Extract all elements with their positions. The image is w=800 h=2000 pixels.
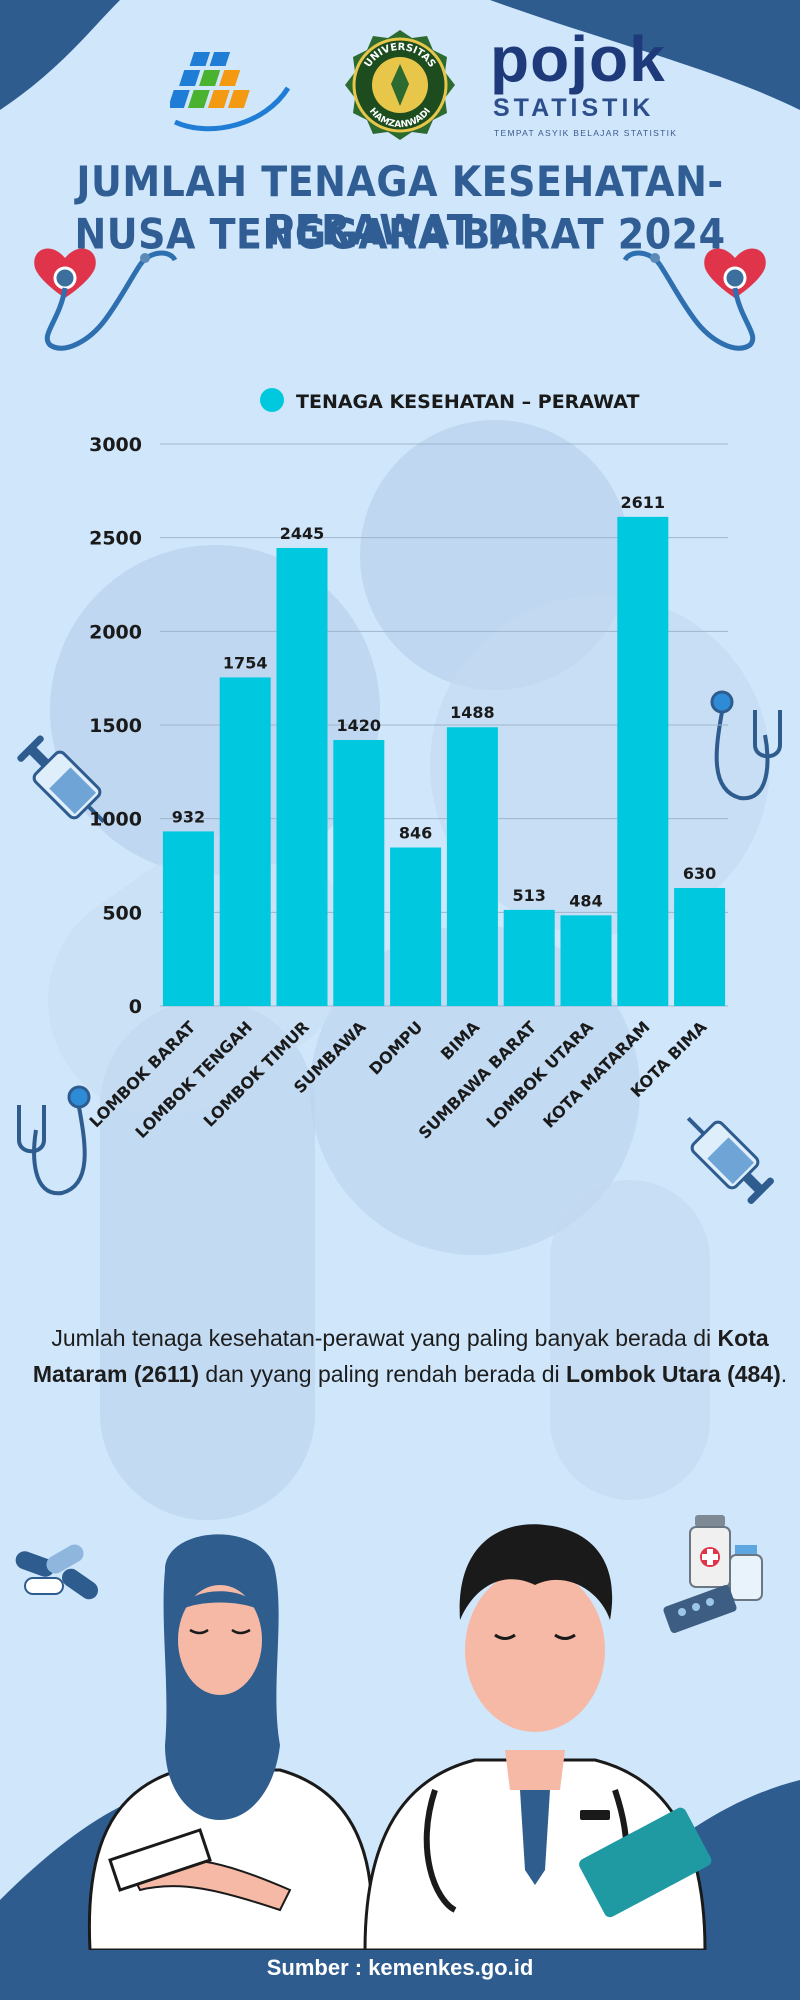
stethoscope-icon-left: [17, 1085, 91, 1196]
y-tick-label: 1500: [89, 715, 142, 737]
pills-icon: [15, 1544, 99, 1600]
bar-lombok-tengah: [219, 677, 271, 1006]
bar-chart: TENAGA KESEHATAN – PERAWAT 932 1754 2445 14…: [85, 388, 728, 1143]
x-tick-label: LOMBOK TIMUR: [200, 1017, 313, 1130]
summary-part-3: .: [780, 1361, 788, 1387]
summary-highlight-min: Lombok Utara (484): [566, 1361, 781, 1387]
bar-value-label: 1754: [223, 653, 268, 672]
page-title-line-2: NUSA TENGGARA BARAT 2024: [74, 209, 726, 259]
bar-value-label: 484: [569, 891, 602, 910]
bps-logo: [170, 52, 291, 132]
bar-lombok-timur: [276, 547, 328, 1006]
x-tick-label: LOMBOK BARAT: [85, 1017, 199, 1131]
y-tick-label: 3000: [89, 434, 142, 456]
bar-value-label: 846: [399, 824, 432, 843]
summary-text: Jumlah tenaga kesehatan-perawat yang pal…: [30, 1320, 790, 1392]
bar-bima: [446, 727, 498, 1006]
y-tick-label: 0: [129, 996, 142, 1018]
legend-marker: [260, 388, 284, 412]
bar-sumbawa: [333, 739, 385, 1006]
y-tick-label: 2000: [89, 621, 142, 643]
summary-part-2: dan yyang paling rendah berada di: [199, 1361, 567, 1387]
bar-value-label: 513: [512, 886, 545, 905]
stethoscope-icon-right: [710, 690, 782, 801]
bar-value-label: 2445: [280, 524, 325, 543]
bar-value-label: 630: [683, 864, 716, 883]
syringe-icon-right: [686, 1116, 774, 1204]
y-tick-label: 1000: [89, 809, 142, 831]
x-tick-label: LOMBOK UTARA: [483, 1017, 598, 1132]
university-seal-logo: UNIVERSITAS HAMZANWADI: [345, 30, 455, 140]
page-title-line-1: JUMLAH TENAGA KESEHATAN-PERAWAT DI: [76, 157, 724, 255]
legend-label: TENAGA KESEHATAN – PERAWAT: [296, 391, 639, 413]
x-tick-label: BIMA: [437, 1017, 484, 1064]
y-tick-label: 2500: [89, 528, 142, 550]
bar-value-label: 2611: [621, 493, 666, 512]
x-tick-label: DOMPU: [365, 1017, 426, 1078]
chart-legend: TENAGA KESEHATAN – PERAWAT: [260, 388, 639, 413]
bar-kota-mataram: [617, 516, 669, 1006]
doctor-illustration: [363, 1524, 712, 1950]
bar-sumbawa-barat: [503, 909, 555, 1006]
bar-value-label: 1488: [450, 703, 495, 722]
medicine-bottles-icon: [663, 1515, 763, 1633]
x-tick-label: KOTA MATARAM: [539, 1017, 653, 1131]
bar-dompu: [390, 847, 442, 1006]
y-tick-label: 500: [102, 902, 142, 924]
bar-value-label: 1420: [337, 716, 382, 735]
source-footer: Sumber : kemenkes.go.id: [266, 1955, 534, 1980]
nurse-illustration: [87, 1534, 374, 1950]
stethoscope-heart-icon-left: [34, 248, 178, 351]
stethoscope-heart-icon-right: [622, 248, 766, 351]
summary-part-1: Jumlah tenaga kesehatan-perawat yang pal…: [51, 1325, 718, 1351]
pojok-logo-text: pojok: [490, 23, 666, 95]
bar-lombok-barat: [162, 831, 214, 1006]
summary-highlight-max: Kota Mataram (2611): [32, 1325, 769, 1387]
bar-kota-bima: [674, 887, 726, 1006]
statistik-logo-text: STATISTIK: [493, 94, 655, 122]
syringe-icon-left: [17, 735, 106, 824]
bar-lombok-utara: [560, 915, 612, 1006]
logo-tagline: TEMPAT ASYIK BELAJAR STATISTIK: [494, 128, 678, 138]
bar-value-label: 932: [172, 807, 205, 826]
